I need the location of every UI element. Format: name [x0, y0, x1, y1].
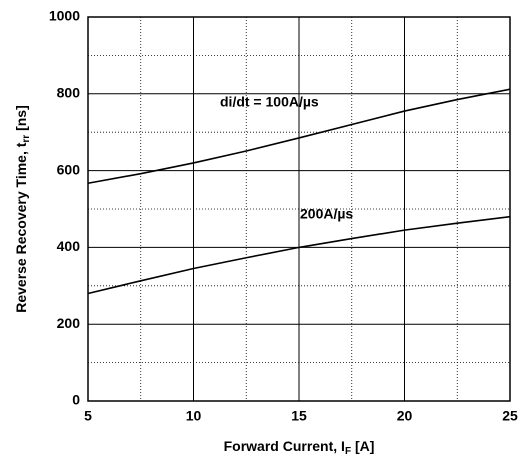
x-tick-label: 15: [291, 408, 307, 424]
y-tick-label: 600: [57, 161, 81, 177]
series-line: [87, 88, 511, 185]
x-tick-label: 10: [186, 408, 202, 424]
y-tick-label: 800: [57, 85, 81, 101]
series-label: di/dt = 100A/µs: [220, 94, 319, 110]
x-axis-label: Forward Current, IF [A]: [224, 438, 375, 457]
y-tick-label: 200: [57, 315, 81, 331]
y-tick-label: 400: [57, 238, 81, 254]
x-tick-label: 20: [397, 408, 413, 424]
x-tick-label: 5: [84, 408, 92, 424]
y-tick-label: 1000: [49, 8, 80, 24]
y-axis-label: Reverse Recovery Time, trr [ns]: [13, 105, 32, 313]
series-label: 200A/µs: [300, 206, 353, 222]
x-tick-label: 25: [502, 408, 518, 424]
series-line: [87, 215, 511, 295]
plot-frame: [87, 16, 511, 402]
y-tick-label: 0: [72, 392, 80, 408]
